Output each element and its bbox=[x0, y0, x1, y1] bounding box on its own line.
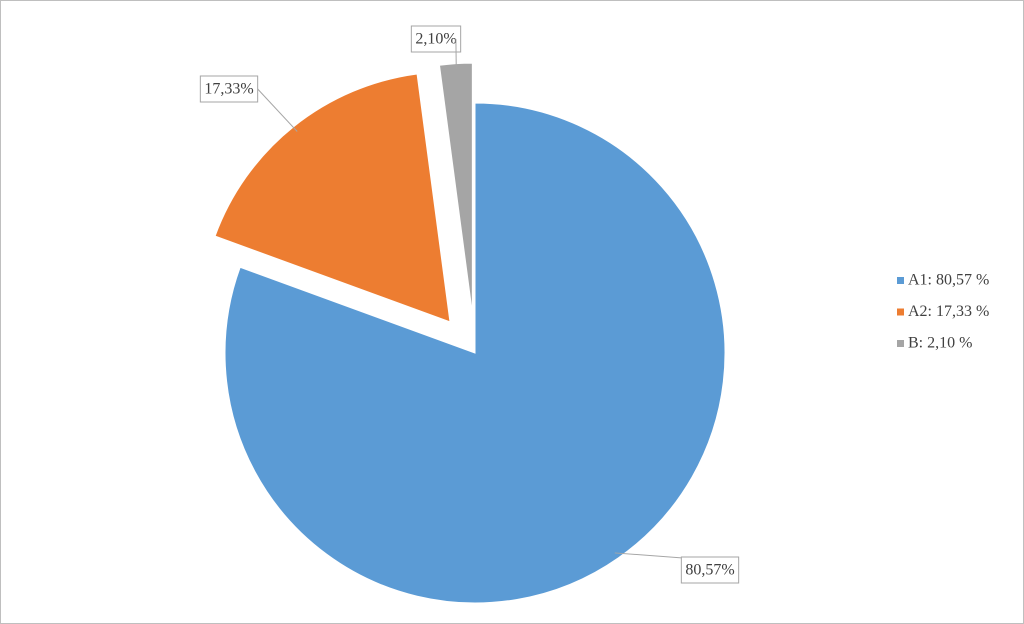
data-label-box bbox=[680, 556, 740, 584]
data-label-box bbox=[410, 25, 462, 53]
legend-marker bbox=[897, 340, 904, 347]
data-label: 80,57% bbox=[685, 562, 734, 579]
data-label: 17,33% bbox=[204, 81, 253, 98]
leader-line bbox=[614, 552, 682, 559]
pie-slice bbox=[224, 102, 726, 604]
legend-entry: B: 2,10 % bbox=[908, 335, 972, 352]
legend-entry: A1: 80,57 % bbox=[908, 272, 989, 289]
data-label: 2,10% bbox=[415, 31, 456, 48]
legend-marker bbox=[897, 277, 904, 284]
legend-marker bbox=[897, 308, 904, 316]
legend-entry: A2: 17,33 % bbox=[908, 303, 989, 320]
leader-line bbox=[257, 88, 298, 132]
